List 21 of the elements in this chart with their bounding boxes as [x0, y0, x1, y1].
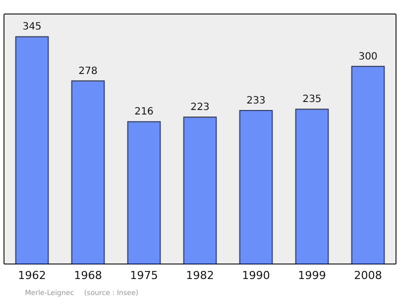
bar — [351, 66, 385, 264]
data-label: 300 — [358, 51, 378, 62]
bar — [127, 121, 161, 264]
data-label: 235 — [302, 94, 322, 106]
bar — [15, 36, 49, 264]
bar — [295, 108, 329, 264]
data-label: 216 — [134, 106, 154, 118]
x-tick-label: 1968 — [74, 268, 102, 282]
x-tick-label: 1982 — [186, 268, 214, 282]
x-tick-label: 1990 — [242, 268, 270, 282]
bar — [239, 110, 273, 264]
data-label: 233 — [246, 96, 266, 107]
x-tick-label: 1975 — [130, 268, 158, 282]
bar — [183, 116, 217, 264]
data-label: 278 — [78, 66, 98, 77]
x-tick-label: 1999 — [298, 268, 326, 282]
data-label: 223 — [190, 102, 210, 114]
bar — [71, 80, 105, 264]
data-label: 345 — [22, 22, 42, 33]
x-tick-label: 1962 — [18, 268, 46, 282]
x-tick-label: 2008 — [354, 268, 382, 282]
